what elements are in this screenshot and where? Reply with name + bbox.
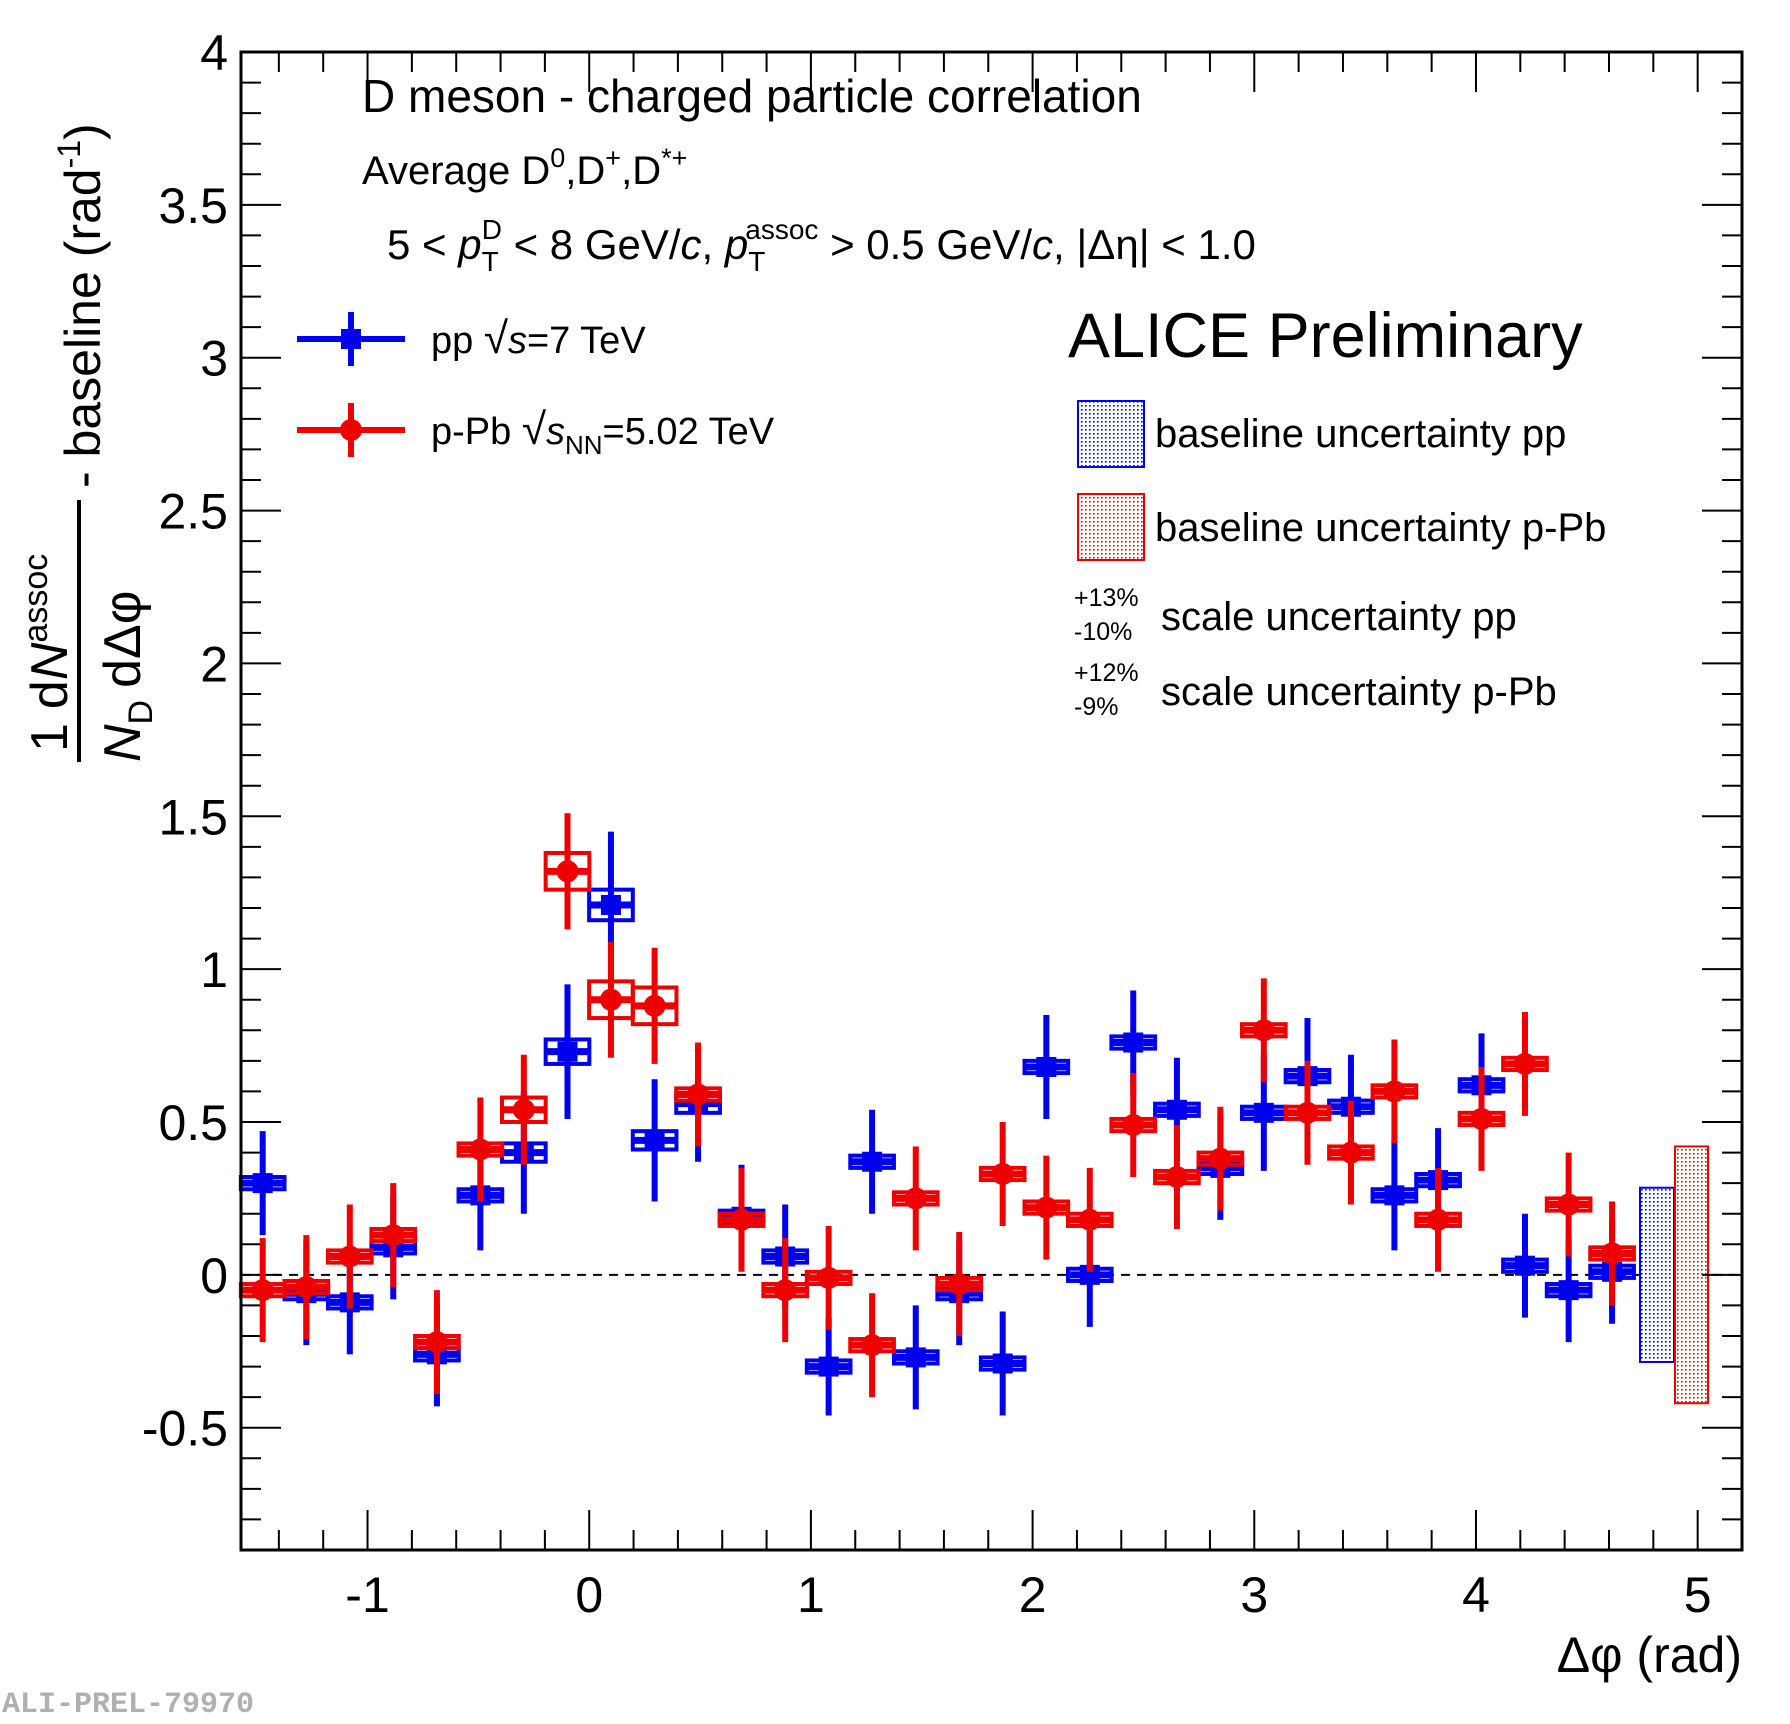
point bbox=[862, 1151, 883, 1172]
y-tick-label: 1 bbox=[200, 942, 228, 998]
point bbox=[1384, 1185, 1405, 1206]
x-tick-label: 2 bbox=[1019, 1567, 1047, 1623]
point bbox=[817, 1266, 840, 1289]
point bbox=[1166, 1099, 1187, 1120]
point bbox=[251, 1279, 274, 1302]
scale-plus: +13% bbox=[1074, 584, 1139, 612]
point bbox=[599, 988, 622, 1011]
point bbox=[904, 1187, 927, 1210]
y-tick-label: 1.5 bbox=[158, 789, 228, 845]
watermark: ALI-PREL-79970 bbox=[2, 1688, 254, 1722]
y-tick-label: -0.5 bbox=[142, 1401, 228, 1457]
point bbox=[1252, 1019, 1275, 1042]
point bbox=[643, 994, 666, 1017]
plot-frame bbox=[239, 50, 1744, 1552]
header: D meson - charged particle correlation bbox=[362, 70, 1142, 122]
y-tick-label: 4 bbox=[200, 25, 228, 81]
y-tick-label: 3 bbox=[200, 331, 228, 387]
scale-minus: -10% bbox=[1074, 618, 1132, 646]
point bbox=[1122, 1114, 1145, 1137]
point bbox=[991, 1162, 1014, 1185]
legend-swatch bbox=[1077, 400, 1145, 468]
point bbox=[295, 1276, 318, 1299]
point bbox=[948, 1273, 971, 1296]
point bbox=[1253, 1102, 1274, 1123]
x-axis-label: Δφ (rad) bbox=[1557, 1627, 1742, 1683]
point bbox=[861, 1334, 884, 1357]
point bbox=[556, 860, 579, 883]
legend-swatch bbox=[1077, 493, 1145, 561]
species: Average D0,D+,D*+ bbox=[362, 143, 687, 193]
point bbox=[1339, 1141, 1362, 1164]
legend-label: p-Pb √sNN=5.02 TeV bbox=[431, 405, 775, 460]
point bbox=[992, 1353, 1013, 1374]
point bbox=[687, 1083, 710, 1106]
scale-label: scale uncertainty p-Pb bbox=[1161, 670, 1557, 714]
legend-marker bbox=[340, 419, 362, 441]
y-label-numerator: 1dNassoc bbox=[17, 554, 79, 752]
x-tick-label: 4 bbox=[1462, 1567, 1490, 1623]
legend-label: baseline uncertainty pp bbox=[1155, 412, 1566, 456]
scale-label: scale uncertainty pp bbox=[1161, 595, 1517, 639]
point bbox=[338, 1245, 361, 1268]
baseline-band bbox=[1674, 1145, 1709, 1405]
baseline-band bbox=[1639, 1186, 1675, 1363]
point bbox=[1035, 1196, 1058, 1219]
y-tick-label: 0.5 bbox=[158, 1095, 228, 1151]
y-label-rest: - baseline (rad-1) bbox=[51, 123, 111, 488]
point bbox=[252, 1173, 273, 1194]
point bbox=[1513, 1052, 1536, 1075]
x-tick-label: 0 bbox=[575, 1567, 603, 1623]
x-tick-label: 1 bbox=[797, 1567, 825, 1623]
legend-label: baseline uncertainty p-Pb bbox=[1155, 506, 1606, 550]
point bbox=[905, 1347, 926, 1368]
kinematic-cuts: 5 < pTD < 8 GeV/c, pTassoc > 0.5 GeV/c, … bbox=[387, 214, 1256, 277]
point bbox=[469, 1138, 492, 1161]
y-tick-label: 2 bbox=[200, 636, 228, 692]
point bbox=[1514, 1255, 1535, 1276]
y-tick-label: 0 bbox=[200, 1248, 228, 1304]
legend-label: pp √s=7 TeV bbox=[431, 314, 646, 363]
point bbox=[1078, 1208, 1101, 1231]
point bbox=[1558, 1280, 1579, 1301]
point bbox=[1209, 1147, 1232, 1170]
point bbox=[1427, 1208, 1450, 1231]
point bbox=[1470, 1107, 1493, 1130]
point bbox=[382, 1224, 405, 1247]
point bbox=[512, 1098, 535, 1121]
point bbox=[1079, 1264, 1100, 1285]
legend-marker bbox=[341, 329, 361, 349]
point bbox=[1036, 1056, 1057, 1077]
point bbox=[600, 894, 621, 915]
scale-minus: -9% bbox=[1074, 693, 1118, 721]
y-label-denominator: NDdΔφ bbox=[94, 591, 160, 763]
point bbox=[1123, 1032, 1144, 1053]
point bbox=[1557, 1193, 1580, 1216]
point bbox=[730, 1208, 753, 1231]
point bbox=[818, 1356, 839, 1377]
point bbox=[1296, 1101, 1319, 1124]
point bbox=[1601, 1242, 1624, 1265]
point bbox=[774, 1279, 797, 1302]
y-tick-label: 2.5 bbox=[158, 484, 228, 540]
point bbox=[425, 1331, 448, 1354]
plot-area bbox=[238, 50, 1744, 1552]
point bbox=[557, 1041, 578, 1062]
x-tick-label: -1 bbox=[345, 1567, 389, 1623]
scale-plus: +12% bbox=[1074, 659, 1139, 687]
y-axis-label: 1dNassoc NDdΔφ - baseline (rad-1) bbox=[17, 123, 160, 762]
point bbox=[1383, 1080, 1406, 1103]
x-tick-label: 3 bbox=[1240, 1567, 1268, 1623]
x-tick-label: 5 bbox=[1684, 1567, 1712, 1623]
point bbox=[644, 1130, 665, 1151]
experiment-label: ALICE Preliminary bbox=[1068, 301, 1583, 371]
point bbox=[1165, 1166, 1188, 1189]
y-tick-label: 3.5 bbox=[158, 178, 228, 234]
legend: pp √s=7 TeV p-Pb √sNN=5.02 TeV baseline … bbox=[431, 314, 1606, 721]
